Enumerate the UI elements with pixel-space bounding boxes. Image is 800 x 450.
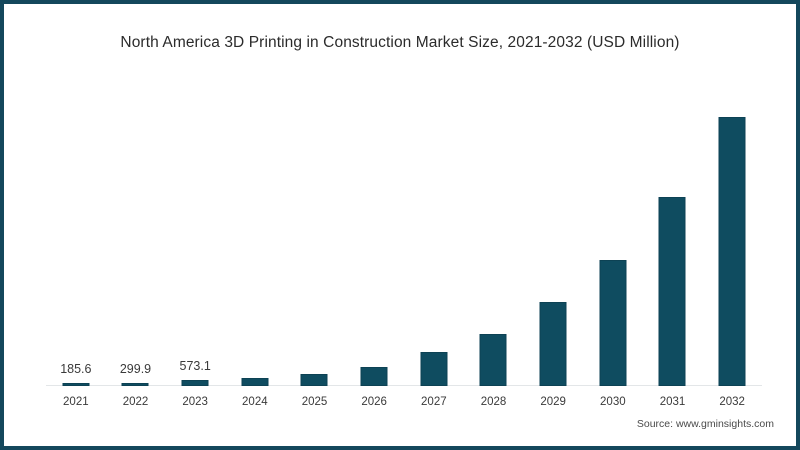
x-tick-2026: 2026 [361,396,387,408]
bar-value-label-2023: 573.1 [179,359,211,373]
bar-slot [285,74,345,386]
bar-2025[interactable] [300,374,328,386]
bar-slot [464,74,524,386]
bar-value-label-2022: 299.9 [119,361,152,376]
bar-slot: 299.9 [106,74,166,386]
x-tick-2024: 2024 [242,396,268,408]
x-tick-2028: 2028 [480,396,507,408]
bar-2031[interactable] [658,197,686,386]
bar-2030[interactable] [599,260,627,386]
bar-slot [344,74,404,386]
bar-2027[interactable] [420,352,448,386]
bar-2029[interactable] [539,302,567,386]
bar-slot: 185.6 [46,74,106,386]
x-tick-2032: 2032 [719,396,745,408]
x-tick-2031: 2031 [659,396,686,408]
bar-slot [523,74,583,386]
bar-2023[interactable] [181,380,209,386]
chart-canvas: North America 3D Printing in Constructio… [4,4,796,446]
bar-2021[interactable] [62,383,90,386]
bar-slot [225,74,285,386]
bar-slot [404,74,464,386]
x-tick-2023: 2023 [182,396,208,408]
x-tick-2027: 2027 [421,396,447,408]
bar-2028[interactable] [479,334,507,386]
bar-2022[interactable] [121,382,149,386]
page-title: North America 3D Printing in Constructio… [120,34,680,51]
x-tick-2022: 2022 [122,396,149,408]
bar-2026[interactable] [360,367,388,386]
plot-area: 185.6 299.9 573.1 [46,74,762,386]
bar-slot [643,74,703,386]
source-attribution: Source: www.gminsights.com [636,418,774,430]
x-axis-tick-labels: 2021 2022 2023 2024 2025 2026 2027 2028 2029 2030… [46,396,762,414]
x-tick-2021: 2021 [63,396,89,408]
bar-2024[interactable] [241,378,269,386]
bar-value-label-2021: 185.6 [60,362,92,376]
bar-slot: 573.1 [165,74,225,386]
bar-2032[interactable] [718,117,746,386]
x-tick-2029: 2029 [540,396,566,408]
x-tick-2025: 2025 [301,396,328,408]
bar-slot [702,74,762,386]
bar-slot [583,74,643,386]
x-axis-line [46,385,762,386]
x-tick-2030: 2030 [600,396,626,408]
